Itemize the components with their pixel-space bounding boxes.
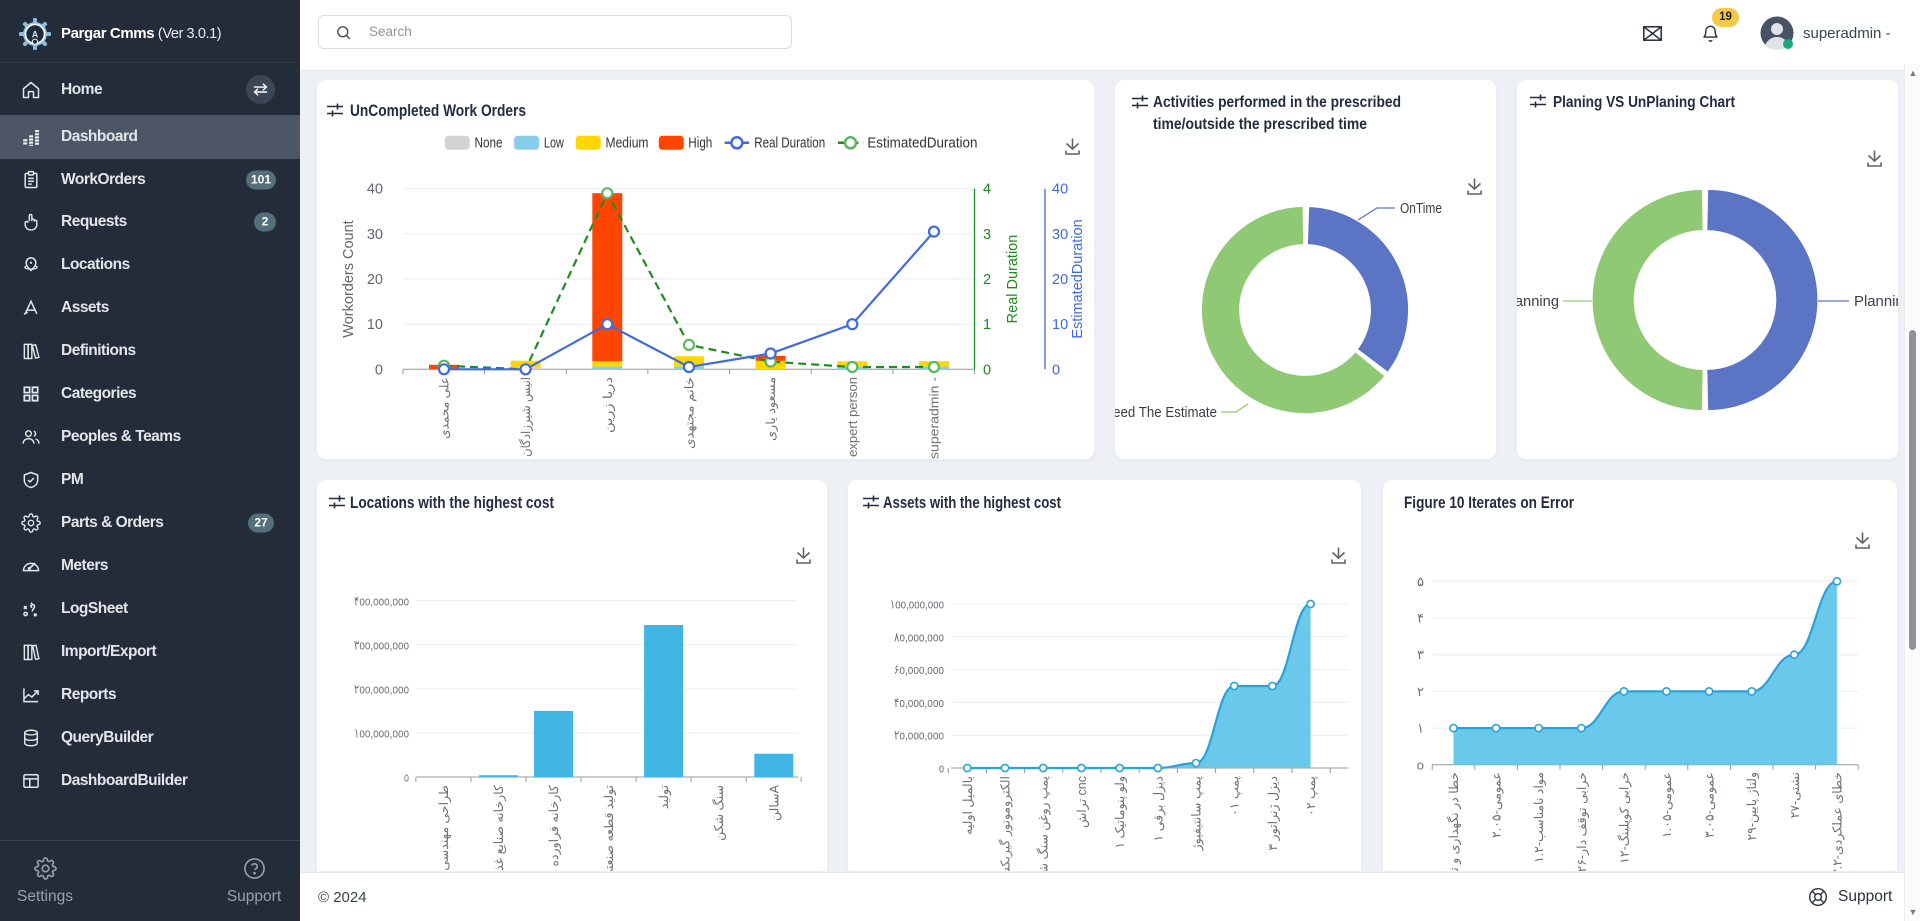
svg-text:20: 20 xyxy=(367,272,383,288)
svg-text:۴oo,ooo,ooo: ۴oo,ooo,ooo xyxy=(354,593,409,608)
svg-text:EstimatedDuration: EstimatedDuration xyxy=(867,135,977,152)
svg-text:۲oo,ooo,ooo: ۲oo,ooo,ooo xyxy=(354,681,409,696)
svg-text:۱: ۱ xyxy=(1417,721,1424,736)
svg-text:۵: ۵ xyxy=(1417,574,1424,589)
svg-text:پمپ ۰۱: پمپ ۰۱ xyxy=(1228,775,1243,815)
svg-text:Activities performed in the pr: Activities performed in the prescribed xyxy=(1153,94,1401,111)
svg-text:بالمیل اولیه: بالمیل اولیه xyxy=(961,776,976,835)
svg-text:نشتی-۲۷: نشتی-۲۷ xyxy=(1788,772,1802,818)
svg-text:20: 20 xyxy=(1052,272,1068,288)
svg-text:o: o xyxy=(1417,757,1424,772)
svg-text:Planning: Planning xyxy=(1854,293,1899,310)
svg-text:ولو پنوماتیک ۱: ولو پنوماتیک ۱ xyxy=(1113,776,1128,849)
svg-text:10: 10 xyxy=(367,317,383,333)
svg-text:Locations with the highest cos: Locations with the highest cost xyxy=(350,494,554,512)
svg-text:خانم مجتهدی: خانم مجتهدی xyxy=(683,377,698,449)
svg-text:EstimatedDuration: EstimatedDuration xyxy=(1070,219,1086,338)
svg-text:2: 2 xyxy=(983,272,991,288)
svg-text:Exceed The Estimate: Exceed The Estimate xyxy=(1115,404,1217,421)
svg-text:Real Duration: Real Duration xyxy=(1005,235,1021,324)
svg-text:۲o,ooo,ooo: ۲o,ooo,ooo xyxy=(894,728,944,743)
svg-text:۴o,ooo,ooo: ۴o,ooo,ooo xyxy=(894,695,944,710)
svg-text:دیزل برقی ۱: دیزل برقی ۱ xyxy=(1151,776,1166,842)
svg-text:تولید قطعه صنعتی: تولید قطعه صنعتی xyxy=(602,784,617,872)
svg-text:4: 4 xyxy=(983,182,991,198)
svg-text:انیس شیرزادگان: انیس شیرزادگان xyxy=(518,377,534,457)
svg-text:Figure 10 Iterates on Error: Figure 10 Iterates on Error xyxy=(1404,494,1574,512)
svg-text:عمومی-۲.۰۵: عمومی-۲.۰۵ xyxy=(1490,772,1505,838)
svg-text:Low: Low xyxy=(544,135,564,152)
svg-text:۶o,ooo,ooo: ۶o,ooo,ooo xyxy=(894,662,944,677)
svg-text:۸o,ooo,ooo: ۸o,ooo,ooo xyxy=(894,629,944,644)
svg-text:o: o xyxy=(404,770,409,785)
svg-text:خطای عملکردی-۳.۲: خطای عملکردی-۳.۲ xyxy=(1830,772,1845,872)
svg-text:High: High xyxy=(688,135,712,152)
svg-text:time/outside the prescribed ti: time/outside the prescribed time xyxy=(1153,116,1367,133)
svg-text:Workorders Count: Workorders Count xyxy=(341,220,357,337)
svg-text:OnTime: OnTime xyxy=(1400,200,1442,217)
svg-text:خرابی توقف دار-۲۶: خرابی توقف دار-۲۶ xyxy=(1575,772,1590,872)
svg-text:10: 10 xyxy=(1052,317,1068,333)
svg-text:40: 40 xyxy=(1052,182,1068,198)
svg-text:تولید: تولید xyxy=(657,784,672,809)
svg-text:کارخانه فراورده های: کارخانه فراورده های xyxy=(547,784,562,872)
svg-text:۳oo,ooo,ooo: ۳oo,ooo,ooo xyxy=(354,637,409,652)
svg-text:مواد نامناسب-۱.۲: مواد نامناسب-۱.۲ xyxy=(1532,772,1547,863)
svg-text:None: None xyxy=(475,135,503,152)
svg-text:o: o xyxy=(939,761,944,776)
svg-text:طراحی مهندسی سورن: طراحی مهندسی سورن xyxy=(437,785,452,872)
svg-text:تراش cnc: تراش cnc xyxy=(1075,776,1090,828)
svg-text:دریا زرین: دریا زرین xyxy=(601,376,616,433)
svg-text:superadmin -: superadmin - xyxy=(928,377,942,459)
svg-text:Planing VS UnPlaning Chart: Planing VS UnPlaning Chart xyxy=(1553,94,1735,111)
svg-text:UnCompleted Work Orders: UnCompleted Work Orders xyxy=(350,102,526,120)
svg-text:1: 1 xyxy=(983,317,991,333)
svg-text:۲: ۲ xyxy=(1417,684,1424,699)
svg-text:دیزل ژنراتور ۳: دیزل ژنراتور ۳ xyxy=(1266,776,1281,851)
svg-text:مسعود یاری: مسعود یاری xyxy=(764,377,779,441)
svg-text:3: 3 xyxy=(983,227,991,243)
svg-text:الکتروموتور گیربکس: الکتروموتور گیربکس xyxy=(998,776,1014,872)
svg-text:خرابی کوپلینگ-۱۲: خرابی کوپلینگ-۱۲ xyxy=(1616,772,1632,864)
svg-text:عمومی-۳.۰۵: عمومی-۳.۰۵ xyxy=(1703,772,1718,838)
svg-text:30: 30 xyxy=(367,227,383,243)
svg-text:پمپ روغن سنگ شک: پمپ روغن سنگ شک xyxy=(1036,775,1052,872)
svg-text:40: 40 xyxy=(367,182,383,198)
svg-text:پمپ ۰۲: پمپ ۰۲ xyxy=(1304,775,1319,815)
svg-text:۱oo,ooo,ooo: ۱oo,ooo,ooo xyxy=(354,725,409,740)
svg-text:A: A xyxy=(32,30,39,40)
svg-text:expert person: expert person xyxy=(846,377,860,457)
svg-text:0: 0 xyxy=(375,362,383,378)
svg-text:علی محمدی: علی محمدی xyxy=(438,377,452,439)
svg-text:Real Duration: Real Duration xyxy=(754,135,825,152)
svg-text:۱oo,ooo,ooo: ۱oo,ooo,ooo xyxy=(890,597,944,612)
svg-text:کارخانه صنایع غذایی: کارخانه صنایع غذایی xyxy=(492,784,507,872)
svg-text:Assets with the highest cost: Assets with the highest cost xyxy=(883,494,1061,512)
svg-text:0: 0 xyxy=(1052,362,1060,378)
svg-text:۴: ۴ xyxy=(1417,611,1424,626)
svg-text:عمومی-۱.۰۵: عمومی-۱.۰۵ xyxy=(1660,772,1675,838)
svg-text:پمپ سانتیفیوژ: پمپ سانتیفیوژ xyxy=(1190,775,1205,851)
svg-text:خطا در نگهداری و تعمیر: خطا در نگهداری و تعمیر xyxy=(1446,772,1462,872)
svg-text:سالنA: سالنA xyxy=(767,784,782,821)
svg-text:ولتاژ پایین-۲۹: ولتاژ پایین-۲۹ xyxy=(1745,772,1760,841)
svg-text:0: 0 xyxy=(983,362,991,378)
svg-text:سنگ شکن: سنگ شکن xyxy=(711,785,727,841)
svg-text:۳: ۳ xyxy=(1417,647,1424,662)
svg-text:UnPlanning: UnPlanning xyxy=(1517,293,1559,310)
svg-text:30: 30 xyxy=(1052,227,1068,243)
svg-text:Medium: Medium xyxy=(606,135,649,152)
